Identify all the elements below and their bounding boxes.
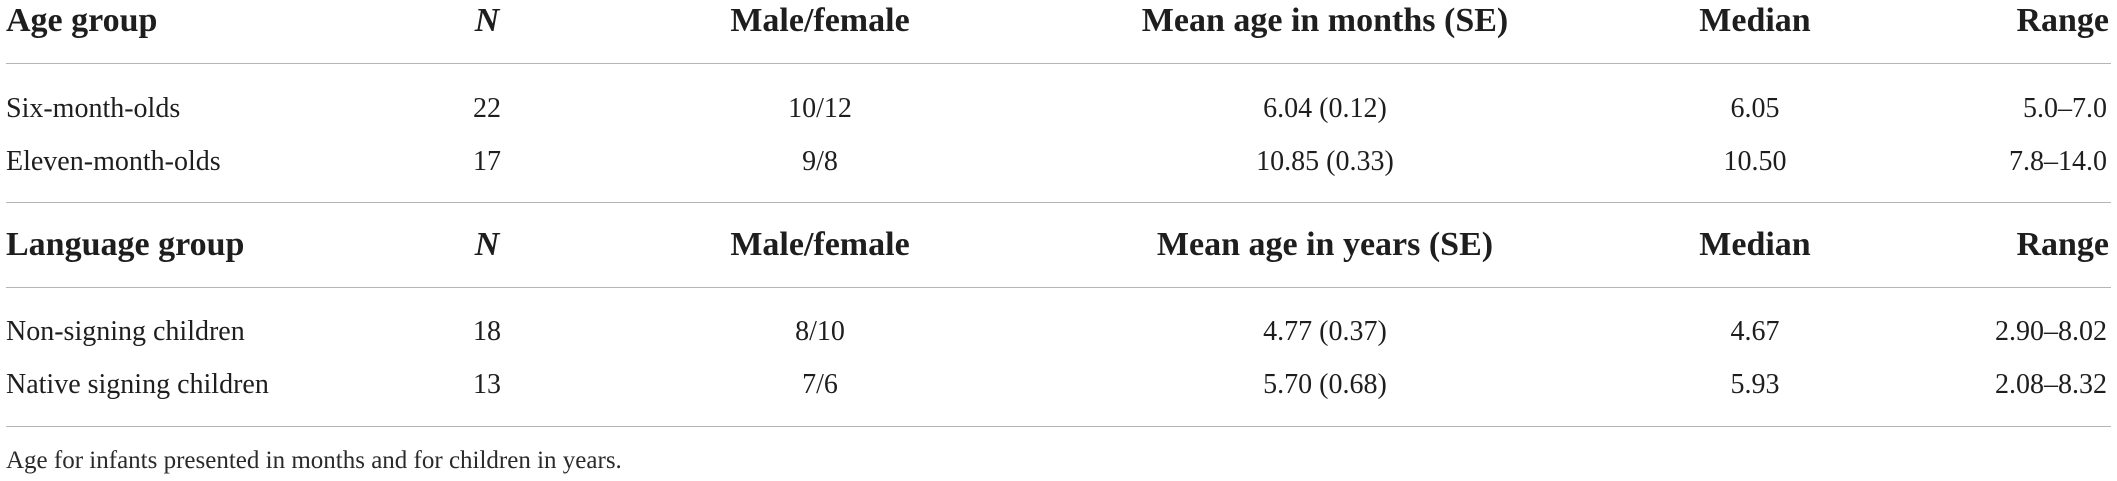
header-sex: Male/female [730,2,910,39]
cell-range: 2.90–8.02 [1995,316,2107,347]
header-range: Range [2016,226,2109,263]
cell-mean: 10.85 (0.33) [1256,146,1394,177]
header-mean: Mean age in months (SE) [1141,2,1509,39]
cell-sex: 7/6 [802,369,838,400]
cell-mean: 5.70 (0.68) [1263,369,1387,400]
table-footnote: Age for infants presented in months and … [6,447,622,474]
header-median: Median [1699,226,1811,263]
cell-group: Eleven-month-olds [6,146,221,177]
header-range: Range [2016,2,2109,39]
header-group: Age group [6,2,158,39]
section-divider [6,202,2111,203]
cell-median: 4.67 [1730,316,1780,347]
header-mean: Mean age in years (SE) [1156,226,1494,263]
header-divider [6,63,2111,64]
cell-median: 5.93 [1730,369,1780,400]
cell-range: 7.8–14.0 [2009,146,2107,177]
header-n: N [474,226,500,263]
cell-median: 10.50 [1723,146,1787,177]
table-bottom-divider [6,426,2111,427]
cell-group: Native signing children [6,369,269,400]
header-group: Language group [6,226,245,263]
header-n: N [474,2,500,39]
header-sex: Male/female [730,226,910,263]
cell-group: Six-month-olds [6,93,181,124]
header-median: Median [1699,2,1811,39]
cell-range: 2.08–8.32 [1995,369,2107,400]
cell-median: 6.05 [1730,93,1780,124]
cell-sex: 10/12 [788,93,852,124]
header-divider [6,287,2111,288]
cell-group: Non-signing children [6,316,245,347]
cell-n: 13 [473,369,501,400]
cell-n: 22 [473,93,501,124]
cell-range: 5.0–7.0 [2023,93,2107,124]
cell-sex: 8/10 [795,316,845,347]
cell-sex: 9/8 [802,146,838,177]
cell-mean: 6.04 (0.12) [1263,93,1387,124]
cell-n: 17 [473,146,501,177]
cell-n: 18 [473,316,501,347]
cell-mean: 4.77 (0.37) [1263,316,1387,347]
